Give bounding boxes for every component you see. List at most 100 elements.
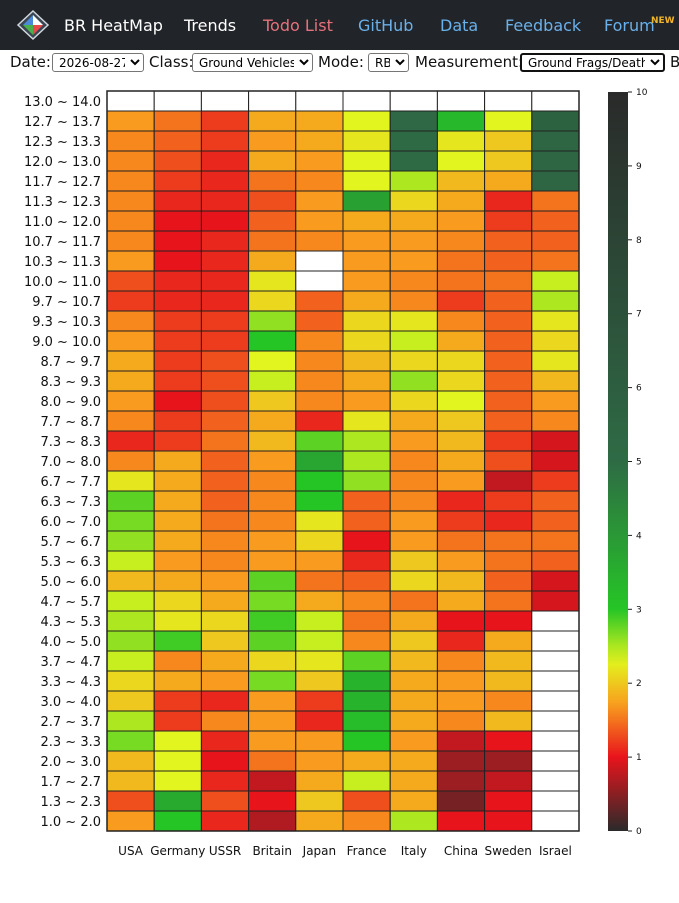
colorbar-tick-label: 9 (636, 162, 642, 172)
heatmap-cell (389, 410, 438, 432)
heatmap-cell (484, 370, 533, 392)
heatmap-cell (153, 770, 202, 792)
heatmap-cell (531, 750, 580, 772)
mode-label: Mode: (318, 53, 364, 71)
nav-link-trends[interactable]: Trends (184, 16, 237, 35)
heatmap-cell (248, 510, 297, 532)
heatmap-cell (200, 610, 250, 632)
heatmap-cell (295, 570, 344, 592)
heatmap-cell (106, 330, 155, 352)
heatmap-cell (531, 550, 580, 572)
heatmap-cell (248, 330, 297, 352)
heatmap-cell (389, 230, 438, 252)
heatmap-cell (484, 90, 533, 112)
heatmap-cell (248, 390, 297, 412)
heatmap-cell (295, 550, 344, 572)
heatmap-cell (342, 250, 391, 272)
heatmap-cell (484, 390, 533, 412)
heatmap-cell (531, 390, 580, 412)
column-label: France (347, 844, 387, 858)
heatmap-cell (106, 350, 155, 372)
heatmap-cell (153, 570, 202, 592)
heatmap-cell (200, 470, 250, 492)
heatmap-cell (248, 170, 297, 192)
heatmap-cell (484, 810, 533, 832)
heatmap-cell (436, 390, 486, 412)
heatmap-cell (531, 90, 580, 112)
heatmap-cell (531, 670, 580, 692)
row-label: 11.3 ~ 12.3 (24, 195, 101, 210)
heatmap-cell (531, 210, 580, 232)
heatmap-cell (531, 370, 580, 392)
heatmap-cell (200, 490, 250, 512)
row-label: 10.0 ~ 11.0 (24, 275, 101, 290)
row-label: 6.3 ~ 7.3 (40, 495, 101, 510)
column-label: Japan (302, 844, 336, 858)
heatmap-cell (200, 130, 250, 152)
heatmap-cell (200, 650, 250, 672)
heatmap-cell (106, 730, 155, 752)
heatmap-cell (484, 770, 533, 792)
heatmap-cell (342, 290, 391, 312)
row-label: 12.3 ~ 13.3 (24, 135, 101, 150)
measurement-select[interactable]: Ground Frags/Death (520, 53, 665, 72)
overflow-label: B (670, 53, 679, 71)
heatmap-cell (106, 90, 155, 112)
column-label: Britain (252, 844, 292, 858)
brand-logo-icon[interactable] (16, 9, 50, 41)
heatmap-cell (531, 570, 580, 592)
nav-link-forum[interactable]: Forum (604, 16, 655, 35)
nav-link-github[interactable]: GitHub (358, 16, 414, 35)
date-select[interactable]: 2026-08-27 (52, 53, 144, 72)
heatmap-cell (106, 150, 155, 172)
heatmap-cell (389, 730, 438, 752)
heatmap-cell (342, 550, 391, 572)
row-label: 9.7 ~ 10.7 (32, 295, 101, 310)
heatmap-cell (436, 370, 486, 392)
heatmap-cell (389, 750, 438, 772)
colorbar-tick-label: 10 (636, 88, 648, 98)
heatmap-cell (106, 510, 155, 532)
row-label: 7.3 ~ 8.3 (40, 435, 101, 450)
nav-link-todo-list[interactable]: Todo List (263, 16, 333, 35)
heatmap-cell (295, 310, 344, 332)
row-label: 2.3 ~ 3.3 (40, 735, 101, 750)
nav-link-feedback[interactable]: Feedback (505, 16, 582, 35)
mode-select[interactable]: RB (368, 53, 409, 72)
heatmap-cell (484, 170, 533, 192)
heatmap-cell (389, 450, 438, 472)
nav-link-data[interactable]: Data (440, 16, 479, 35)
heatmap-cell (342, 350, 391, 372)
colorbar-tick-label: 7 (636, 310, 642, 320)
heatmap-cell (200, 170, 250, 192)
nav-brand[interactable]: BR HeatMap (64, 16, 163, 35)
heatmap-cell (484, 270, 533, 292)
heatmap-cell (531, 610, 580, 632)
heatmap-cell (531, 530, 580, 552)
heatmap-cell (436, 730, 486, 752)
heatmap-cell (248, 110, 297, 132)
heatmap-cell (531, 730, 580, 752)
row-label: 8.7 ~ 9.7 (40, 355, 101, 370)
row-label: 12.0 ~ 13.0 (24, 155, 101, 170)
heatmap-cell (295, 110, 344, 132)
heatmap-cell (484, 450, 533, 472)
heatmap-cell (531, 450, 580, 472)
heatmap-cell (436, 330, 486, 352)
heatmap-cell (200, 810, 250, 832)
heatmap-cell (484, 430, 533, 452)
heatmap-cell (248, 410, 297, 432)
heatmap-cell (295, 650, 344, 672)
heatmap-cell (200, 430, 250, 452)
class-select[interactable]: Ground Vehicles (192, 53, 313, 72)
heatmap-cell (106, 810, 155, 832)
heatmap-cell (342, 590, 391, 612)
colorbar-tick-label: 2 (636, 679, 642, 689)
heatmap-frame (106, 90, 580, 832)
heatmap-cell (153, 370, 202, 392)
heatmap-cell (436, 250, 486, 272)
heatmap-cell (295, 290, 344, 312)
heatmap-cell (106, 470, 155, 492)
heatmap-cell (248, 610, 297, 632)
heatmap-cell (295, 230, 344, 252)
